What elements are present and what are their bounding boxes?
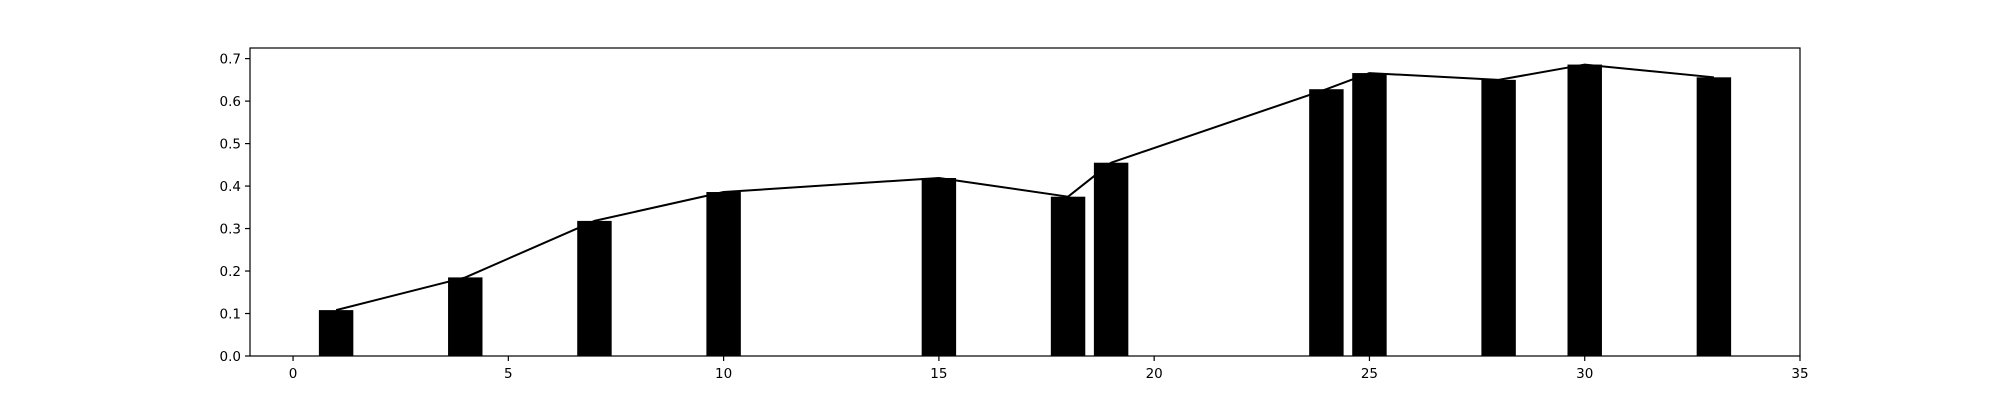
bar [318,310,354,356]
bar [1696,77,1732,356]
bar [577,220,612,356]
bar [706,192,741,356]
x-axis: 0 5 10 15 20 25 30 35 [289,356,1809,382]
y-tick-label: 0.6 [220,94,241,110]
bar [921,177,957,356]
x-tick-label: 5 [504,366,513,382]
y-axis: 0.0 0.1 0.2 0.3 0.4 0.5 0.6 0.7 [220,52,250,365]
x-tick-label: 10 [715,366,732,382]
x-tick-label: 20 [1146,366,1163,382]
bar [1093,162,1129,356]
x-tick-label: 25 [1361,366,1378,382]
bar [448,277,483,356]
bar [1567,64,1602,357]
bar [1309,89,1344,356]
y-tick-label: 0.4 [220,179,241,195]
x-tick-label: 30 [1576,366,1593,382]
y-tick-label: 0.2 [220,264,241,280]
series-line [335,63,1714,312]
x-tick-label: 0 [289,366,298,382]
x-tick-label: 15 [930,366,947,382]
y-tick-label: 0.3 [220,222,241,238]
y-tick-label: 0.7 [220,52,241,68]
bars-group [318,64,1732,357]
y-tick-label: 0.0 [220,349,241,365]
plot-frame [249,47,1801,357]
bar [1481,79,1516,357]
x-tick-label: 35 [1791,366,1808,382]
plot-background [250,48,1800,356]
y-tick-label: 0.1 [220,307,241,323]
bar [1050,196,1086,356]
y-tick-label: 0.5 [220,137,241,153]
bar [1352,73,1387,357]
